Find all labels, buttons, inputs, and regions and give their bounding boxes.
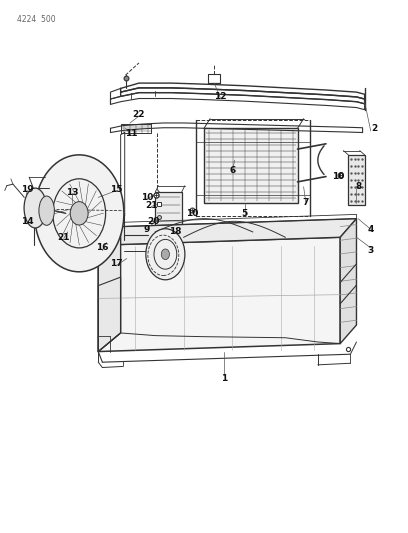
Circle shape bbox=[34, 155, 124, 272]
Text: 5: 5 bbox=[242, 209, 248, 218]
Text: 13: 13 bbox=[66, 188, 78, 197]
Text: 22: 22 bbox=[133, 110, 145, 119]
Text: 3: 3 bbox=[368, 246, 374, 255]
Text: 19: 19 bbox=[21, 185, 33, 194]
Circle shape bbox=[70, 201, 88, 225]
Text: 11: 11 bbox=[124, 129, 137, 138]
Text: 10: 10 bbox=[332, 172, 344, 181]
Text: 21: 21 bbox=[145, 201, 157, 210]
Text: 1: 1 bbox=[221, 374, 227, 383]
Polygon shape bbox=[98, 227, 121, 352]
Text: 20: 20 bbox=[147, 217, 160, 226]
Text: 4: 4 bbox=[368, 225, 374, 234]
Text: 16: 16 bbox=[96, 244, 109, 253]
Text: 15: 15 bbox=[110, 185, 123, 194]
Text: 10: 10 bbox=[186, 209, 198, 218]
Text: 6: 6 bbox=[229, 166, 235, 175]
Polygon shape bbox=[340, 219, 357, 344]
Text: 4224  500: 4224 500 bbox=[17, 15, 55, 25]
Polygon shape bbox=[348, 155, 365, 205]
Polygon shape bbox=[155, 192, 182, 227]
Text: 9: 9 bbox=[144, 225, 150, 234]
Text: 14: 14 bbox=[21, 217, 33, 226]
Text: 7: 7 bbox=[302, 198, 309, 207]
Text: 12: 12 bbox=[214, 92, 226, 101]
Text: 2: 2 bbox=[372, 124, 378, 133]
Text: 8: 8 bbox=[355, 182, 361, 191]
Polygon shape bbox=[204, 128, 297, 203]
Polygon shape bbox=[98, 237, 340, 352]
Ellipse shape bbox=[24, 188, 47, 228]
Text: 21: 21 bbox=[58, 233, 70, 242]
Circle shape bbox=[146, 229, 185, 280]
Ellipse shape bbox=[39, 196, 54, 225]
Text: 17: 17 bbox=[110, 260, 123, 268]
Text: 10: 10 bbox=[141, 193, 153, 202]
Polygon shape bbox=[98, 219, 357, 245]
Text: 18: 18 bbox=[169, 228, 182, 237]
Circle shape bbox=[161, 249, 169, 260]
